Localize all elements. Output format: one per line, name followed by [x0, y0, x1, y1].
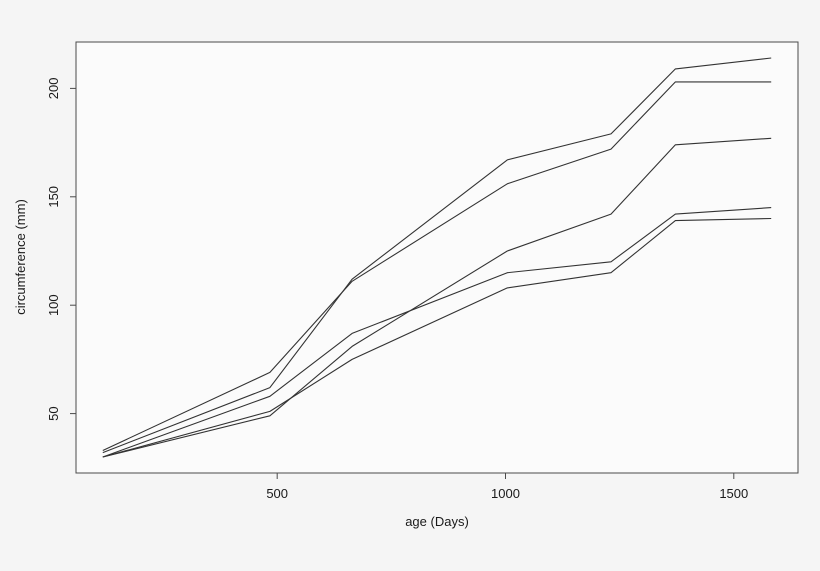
- series-line: [102, 137, 772, 458]
- y-tick-label: 150: [46, 186, 61, 208]
- series-line: [102, 217, 772, 458]
- y-axis-ticks: 50 100 150 200: [46, 78, 76, 421]
- data-series-lines: [102, 57, 772, 458]
- series-line: [102, 207, 772, 458]
- plot-area: [75, 41, 799, 474]
- y-tick-label: 100: [46, 294, 61, 316]
- x-axis-ticks: 500 1000 1500: [266, 473, 748, 501]
- y-tick-label: 200: [46, 78, 61, 100]
- x-tick-label: 1500: [719, 486, 748, 501]
- series-line: [102, 57, 772, 454]
- series-line: [102, 81, 772, 451]
- y-axis-label: circumference (mm): [13, 199, 28, 315]
- x-tick-label: 500: [266, 486, 288, 501]
- x-axis-label: age (Days): [405, 514, 469, 529]
- x-tick-label: 1000: [491, 486, 520, 501]
- y-tick-label: 50: [46, 406, 61, 420]
